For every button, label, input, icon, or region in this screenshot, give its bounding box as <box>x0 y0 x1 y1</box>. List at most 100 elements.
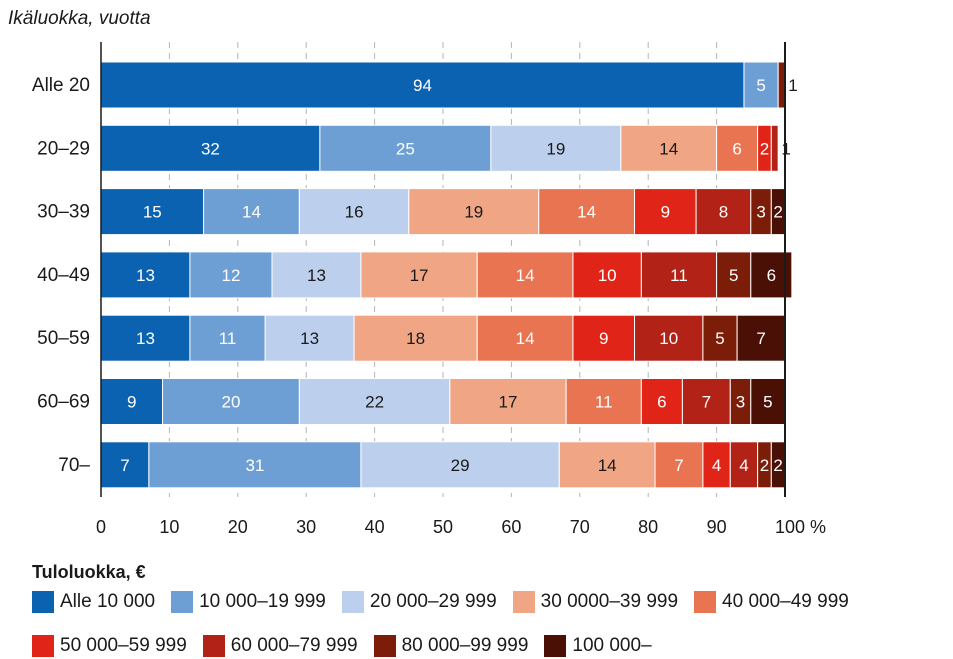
bar-segment <box>572 251 642 299</box>
legend-label: 20 000–29 999 <box>369 591 497 612</box>
legend-label: 80 000–99 999 <box>401 635 529 656</box>
legend-label: 50 000–59 999 <box>60 635 187 656</box>
legend-swatch <box>341 591 364 613</box>
bar-segment <box>449 378 567 425</box>
y-category-label: 20–29 <box>37 138 90 159</box>
bar-segment <box>353 314 478 362</box>
data-label: 19 <box>546 139 565 158</box>
data-label: 14 <box>516 266 535 285</box>
legend-item: 10 000–19 999 <box>171 591 326 613</box>
data-label: 11 <box>670 266 688 285</box>
bar-segment <box>538 188 636 236</box>
bar-segment <box>695 188 752 236</box>
legend-row-1: Alle 10 000 10 000–19 999 20 000–29 999 30 … <box>32 591 865 613</box>
legend-title: Tuloluokka, € <box>32 562 146 582</box>
data-label: 16 <box>345 203 364 222</box>
x-tick-label: 70 <box>570 517 590 537</box>
data-label: 14 <box>516 329 535 348</box>
bar-segment <box>750 378 786 425</box>
x-tick-label: 0 <box>96 517 106 537</box>
y-category-label: 60–69 <box>37 392 90 413</box>
bar-segment <box>100 378 164 425</box>
bar-segment <box>162 378 300 425</box>
data-label: 25 <box>396 139 415 158</box>
stacked-bar-chart: 0 10 20 30 40 50 60 70 80 90 100 %Alle 20 94 5 120–29… <box>32 42 826 537</box>
legend-swatch <box>32 591 54 613</box>
data-label: 10 <box>659 329 678 348</box>
legend-item: 20 000–29 999 <box>341 591 497 613</box>
data-label: 9 <box>127 393 136 412</box>
data-label: 6 <box>657 393 666 412</box>
data-label: 5 <box>756 76 765 95</box>
data-label: 2 <box>773 456 782 475</box>
bar-segment <box>736 314 786 362</box>
data-label: 14 <box>242 203 261 222</box>
bar-segment <box>100 188 205 236</box>
bar-segment <box>716 124 759 172</box>
y-axis-title: Ikäluokka, vuotta <box>8 8 151 29</box>
bar-segment <box>148 441 362 489</box>
legend-swatch <box>171 591 194 613</box>
x-tick-label: 10 <box>159 517 179 537</box>
bar-segment <box>100 314 191 362</box>
data-label: 29 <box>451 456 470 475</box>
bar-segment <box>634 314 704 362</box>
data-label: 17 <box>410 266 429 285</box>
legend-label: 60 000–79 999 <box>230 635 358 656</box>
legend-label: 30 0000–39 999 <box>540 591 679 612</box>
bar-segment <box>189 251 273 299</box>
bar-segment <box>558 441 656 489</box>
legend-item: 100 000– <box>544 635 652 657</box>
bar-segment <box>360 251 478 299</box>
legend-row-2: 50 000–59 999 60 000–79 999 80 000–99 999 1… <box>32 635 668 657</box>
legend-swatch <box>373 635 396 657</box>
bar-segment <box>476 314 574 362</box>
bar-segment <box>729 441 759 489</box>
legend-swatch <box>512 591 535 613</box>
data-label: 22 <box>365 393 384 412</box>
data-label: 13 <box>136 329 155 348</box>
data-label: 14 <box>598 456 617 475</box>
data-label: 4 <box>739 456 748 475</box>
data-label: 7 <box>756 329 765 348</box>
x-tick-label: 50 <box>433 517 453 537</box>
data-label: 9 <box>599 329 608 348</box>
bar-segment <box>634 188 697 236</box>
bar-segment <box>770 124 779 172</box>
x-tick-label: 90 <box>707 517 727 537</box>
data-label: 13 <box>307 266 326 285</box>
data-label: 2 <box>760 139 769 158</box>
data-label: 94 <box>413 76 432 95</box>
bar-segment <box>100 441 150 489</box>
legend-item: Alle 10 000 <box>32 591 155 613</box>
data-label: 12 <box>221 266 240 285</box>
bar-segment <box>476 251 574 299</box>
data-label: 17 <box>499 393 518 412</box>
data-label: 1 <box>788 76 797 95</box>
legend-swatch <box>202 635 225 657</box>
data-label: 7 <box>120 456 129 475</box>
data-label: 7 <box>674 456 683 475</box>
data-label: 13 <box>300 329 319 348</box>
bar-segment <box>640 251 718 299</box>
bar-segment <box>319 124 492 172</box>
bar-segment <box>264 314 355 362</box>
x-tick-label: 40 <box>365 517 385 537</box>
data-label: 20 <box>221 393 240 412</box>
data-label: 4 <box>712 456 721 475</box>
data-label: 2 <box>760 456 769 475</box>
legend-swatch <box>32 635 54 657</box>
bar-segment <box>100 251 191 299</box>
data-label: 31 <box>245 456 264 475</box>
bar-segment <box>654 441 704 489</box>
bar-segment <box>716 251 752 299</box>
bar-segment <box>565 378 642 425</box>
data-label: 5 <box>715 329 724 348</box>
legend-swatch <box>694 591 717 613</box>
legend-label: 40 000–49 999 <box>722 591 849 612</box>
bar-segment <box>100 124 321 172</box>
data-label: 13 <box>136 266 155 285</box>
data-label: 7 <box>702 393 711 412</box>
data-label: 2 <box>773 203 782 222</box>
legend-item: 50 000–59 999 <box>32 635 187 657</box>
